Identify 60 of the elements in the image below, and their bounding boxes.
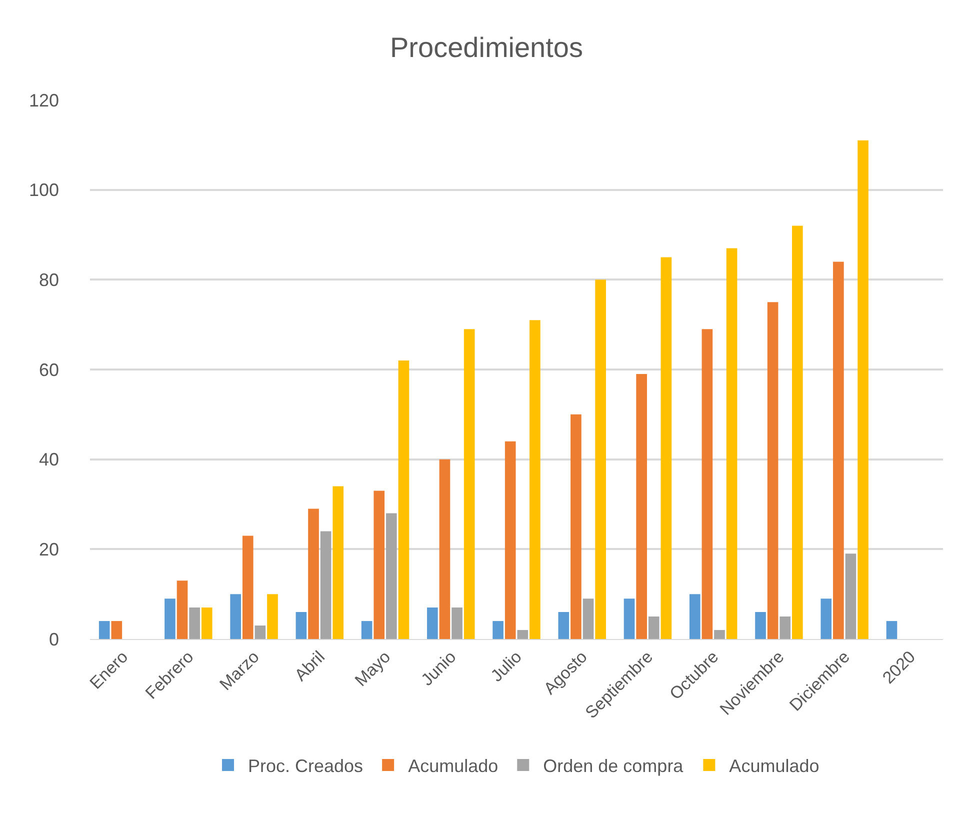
- y-tick-label: 120: [28, 90, 59, 110]
- bar: [374, 490, 385, 639]
- bar: [780, 616, 791, 639]
- bar: [320, 531, 332, 639]
- y-tick-label: 60: [38, 360, 59, 380]
- bar: [98, 621, 110, 639]
- bar: [267, 594, 278, 639]
- y-tick-label: 20: [38, 539, 59, 560]
- bar: [636, 374, 647, 639]
- bar: [582, 598, 594, 639]
- y-tick-label: 100: [28, 180, 59, 200]
- bar: [767, 302, 778, 639]
- legend-label: Acumulado: [729, 756, 820, 776]
- bar: [714, 630, 725, 639]
- bar: [726, 248, 738, 639]
- bar: [755, 612, 766, 639]
- bar: [176, 580, 188, 639]
- bar: [858, 140, 868, 639]
- bar: [517, 630, 528, 639]
- bar: [648, 616, 660, 639]
- bar: [492, 621, 504, 639]
- x-tick-label: Julio: [487, 647, 526, 686]
- bar: [452, 608, 462, 639]
- bar: [111, 621, 122, 639]
- bar: [332, 486, 344, 639]
- bar: [624, 598, 635, 639]
- bar: [558, 612, 570, 639]
- bar: [230, 594, 241, 639]
- legend-label: Orden de compra: [543, 756, 684, 776]
- bar: [595, 280, 606, 639]
- bar: [689, 594, 700, 639]
- bar: [504, 441, 516, 639]
- bar: [164, 598, 176, 639]
- chart-title: Procedimientos: [390, 32, 583, 63]
- bar: [570, 414, 582, 639]
- bar: [530, 320, 540, 639]
- y-tick-label: 80: [38, 270, 59, 290]
- y-tick-label: 0: [48, 629, 59, 650]
- bar: [792, 226, 803, 639]
- legend-label: Acumulado: [408, 756, 498, 776]
- bar: [308, 508, 319, 639]
- bar: [296, 612, 307, 639]
- legend-label: Proc. Creados: [248, 756, 364, 776]
- bar: [398, 360, 410, 639]
- bar: [361, 621, 372, 639]
- bar: [702, 329, 713, 639]
- bar: [427, 608, 438, 639]
- bar: [845, 554, 856, 639]
- bar: [820, 598, 832, 639]
- bar: [886, 621, 898, 639]
- bar: [201, 608, 212, 639]
- bar: [189, 608, 200, 639]
- bar: [254, 626, 266, 639]
- bar: [660, 257, 672, 639]
- bar: [242, 536, 254, 639]
- bar: [386, 513, 397, 639]
- bar: [464, 329, 475, 639]
- bar: [833, 262, 844, 639]
- y-tick-label: 40: [38, 450, 59, 470]
- bar: [439, 459, 450, 639]
